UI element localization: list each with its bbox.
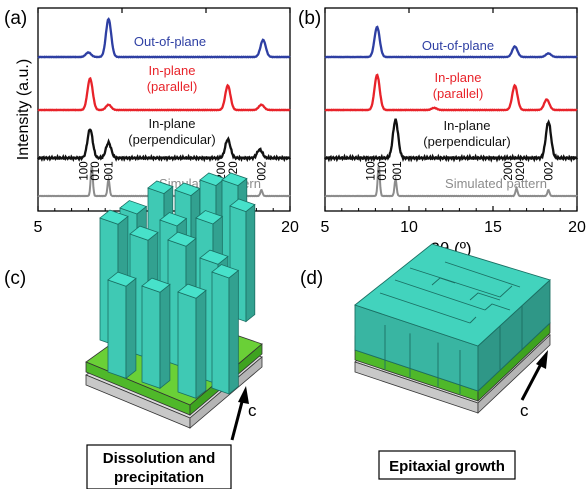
c-axis-label-d: c bbox=[520, 401, 529, 420]
y-axis-label: Intensity (a.u.) bbox=[15, 59, 32, 160]
nanorod-side bbox=[195, 289, 207, 400]
nanorod-top bbox=[129, 225, 159, 241]
panel-label-d: (d) bbox=[300, 268, 323, 289]
reflection-label: 100 bbox=[365, 161, 377, 180]
caption-box-c bbox=[86, 444, 232, 489]
x-tick-label: 15 bbox=[484, 219, 502, 236]
reflection-label: 100 bbox=[78, 161, 90, 180]
series-label-in-plane-parallel: In-plane bbox=[149, 63, 196, 78]
nanorod-top bbox=[177, 283, 207, 299]
series-line-out-of-plane bbox=[324, 25, 578, 59]
reflection-label: 010 bbox=[90, 161, 102, 180]
nanorod-side bbox=[125, 277, 137, 380]
x-tick-label: 20 bbox=[281, 219, 299, 236]
nanorod-top bbox=[119, 200, 148, 215]
reflection-label: 010 bbox=[377, 161, 389, 180]
caption-d: Epitaxial growth bbox=[389, 458, 505, 475]
nanorod-top bbox=[167, 231, 197, 247]
panel-label-a: (a) bbox=[4, 8, 27, 29]
caption-box-d bbox=[378, 450, 516, 480]
reflection-label: 001 bbox=[392, 161, 404, 180]
domain-boundary bbox=[484, 303, 511, 311]
film-top bbox=[354, 243, 551, 347]
series-line-in-plane-parallel bbox=[324, 73, 578, 112]
reflection-label: 200 bbox=[216, 161, 228, 180]
nanorod-side bbox=[245, 203, 256, 323]
x-tick-label: 5 bbox=[34, 219, 43, 236]
series-line-simulated bbox=[324, 166, 578, 198]
series-label-out-of-plane: Out-of-plane bbox=[134, 34, 206, 49]
nanorod-front bbox=[107, 279, 127, 379]
nanorod-top bbox=[229, 198, 256, 213]
c-axis-arrow-d bbox=[520, 350, 548, 401]
nanorod-top bbox=[159, 212, 188, 227]
series-label-simulated: Simulated pattern bbox=[445, 176, 547, 191]
series-label-in-plane-perpendicular-line2: (perpendicular) bbox=[128, 132, 215, 147]
series-label-out-of-plane: Out-of-plane bbox=[422, 38, 494, 53]
nanorod-front bbox=[177, 291, 197, 399]
nanorod-side bbox=[228, 269, 239, 395]
caption-c-line1: Dissolution and bbox=[103, 450, 216, 467]
series-label-in-plane-perpendicular-line2: (perpendicular) bbox=[423, 134, 510, 149]
series-label-in-plane-perpendicular: In-plane bbox=[149, 116, 196, 131]
domain-boundary bbox=[444, 261, 521, 288]
domain-boundary bbox=[409, 267, 501, 298]
series-line-in-plane-perpendicular bbox=[36, 128, 292, 163]
domain-boundary bbox=[431, 277, 456, 286]
series-line-in-plane-parallel bbox=[37, 76, 291, 112]
reflection-label: 002 bbox=[543, 161, 555, 180]
domain-boundary bbox=[379, 292, 471, 324]
c-axis-arrow-c bbox=[230, 386, 249, 441]
nanorod-top bbox=[195, 210, 224, 225]
reflection-label: 002 bbox=[256, 161, 268, 180]
panel-label-c: (c) bbox=[4, 268, 26, 289]
nanorod-top bbox=[141, 277, 171, 293]
substrate-grey-side bbox=[477, 334, 551, 414]
nanorod-front bbox=[141, 285, 161, 389]
x-tick-label: 5 bbox=[321, 219, 330, 236]
nanorod-front bbox=[211, 271, 230, 395]
domain-boundary bbox=[469, 292, 501, 301]
nanorod-top bbox=[99, 209, 129, 225]
series-line-out-of-plane bbox=[37, 17, 291, 59]
nanorod-top bbox=[211, 264, 240, 279]
nanorod-top bbox=[107, 271, 137, 287]
domain-boundary bbox=[394, 279, 486, 311]
nanorod-top bbox=[147, 180, 174, 195]
caption-c-line2: precipitation bbox=[114, 469, 204, 486]
nanorod-top bbox=[199, 249, 229, 265]
series-label-in-plane-perpendicular: In-plane bbox=[444, 118, 491, 133]
panel-label-b: (b) bbox=[298, 8, 321, 29]
c-axis-label-c: c bbox=[248, 401, 257, 420]
domain-boundary bbox=[469, 316, 477, 324]
nanorod-array-illustration bbox=[85, 172, 263, 429]
reflection-label: 200 bbox=[503, 161, 515, 180]
epitaxial-film-illustration bbox=[354, 243, 551, 414]
series-label-in-plane-parallel-line2: (parallel) bbox=[147, 79, 198, 94]
series-label-in-plane-parallel-line2: (parallel) bbox=[433, 86, 484, 101]
x-tick-label: 10 bbox=[400, 219, 418, 236]
nanorod-side bbox=[159, 283, 171, 390]
series-line-in-plane-perpendicular bbox=[323, 118, 579, 163]
reflection-label: 020 bbox=[515, 161, 527, 180]
series-label-in-plane-parallel: In-plane bbox=[435, 70, 482, 85]
x-tick-label: 20 bbox=[568, 219, 586, 236]
nanorod-top bbox=[221, 172, 248, 187]
reflection-label: 001 bbox=[104, 161, 116, 180]
domain-boundary bbox=[499, 285, 513, 298]
